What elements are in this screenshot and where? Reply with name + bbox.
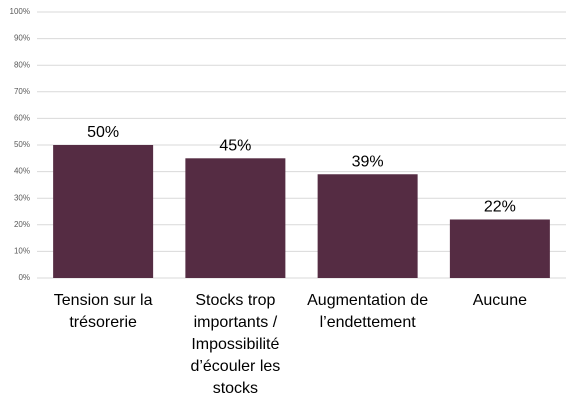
y-tick-label: 80%: [14, 60, 30, 69]
y-tick-label: 0%: [18, 273, 30, 282]
bar: [449, 219, 550, 278]
y-tick-label: 90%: [14, 34, 30, 43]
x-tick-label: Aucune: [472, 292, 527, 309]
y-tick-label: 30%: [14, 193, 30, 202]
y-tick-label: 60%: [14, 114, 30, 123]
value-label: 39%: [352, 153, 384, 170]
y-tick-label: 70%: [14, 87, 30, 96]
y-tick-label: 40%: [14, 167, 30, 176]
y-tick-label: 50%: [14, 140, 30, 149]
bar: [185, 158, 286, 278]
bar: [53, 145, 154, 278]
value-label: 22%: [484, 198, 516, 215]
value-label: 50%: [87, 124, 119, 141]
y-tick-label: 100%: [10, 7, 30, 16]
x-tick-label: Stocks trop importants / Impossibilité d…: [190, 292, 281, 397]
x-tick-label: Augmentation de l’endettement: [307, 292, 429, 331]
y-tick-label: 20%: [14, 220, 30, 229]
value-label: 45%: [219, 137, 251, 154]
y-tick-label: 10%: [14, 247, 30, 256]
x-tick-label: Tension sur la trésorerie: [53, 292, 153, 331]
bar: [317, 174, 418, 278]
